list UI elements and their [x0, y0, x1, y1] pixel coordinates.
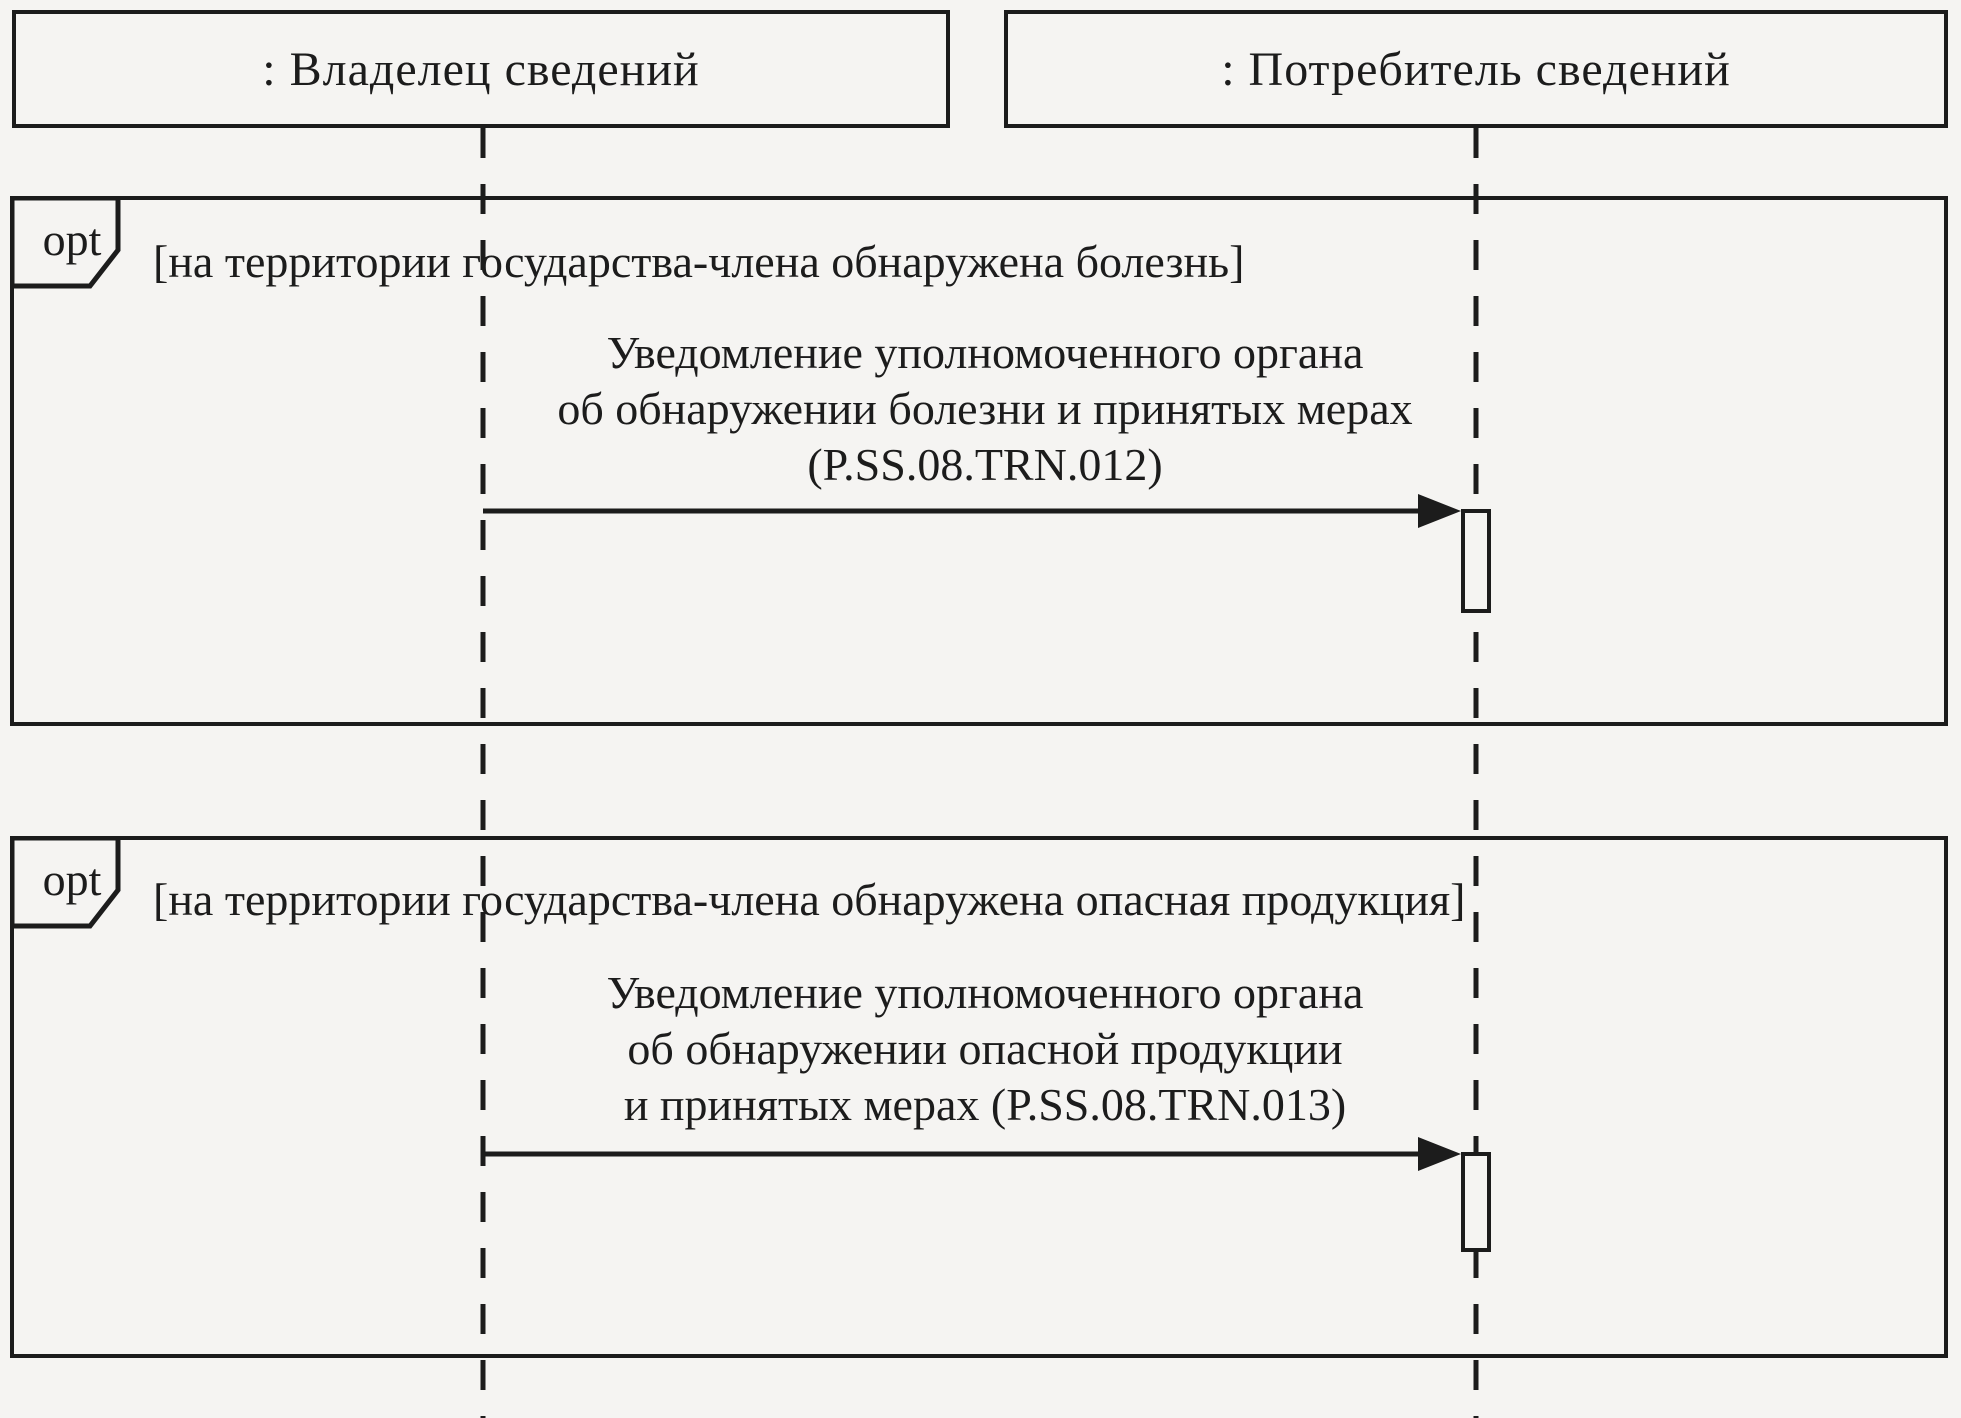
- message-2-label: Уведомление уполномоченного органа об об…: [485, 965, 1485, 1133]
- opt-fragment-dangerous-product: opt [на территории государства-члена обн…: [10, 836, 1948, 1358]
- message-arrow-2-head: [1418, 1137, 1461, 1171]
- guard-condition-disease: [на территории государства-члена обнаруж…: [153, 236, 1245, 287]
- message-2-line-3: и принятых мерах (P.SS.08.TRN.013): [623, 1079, 1347, 1130]
- message-1-line-2: об обнаружении болезни и принятых мерах: [557, 383, 1413, 434]
- lifeline-head-consumer: : Потребитель сведений: [1004, 10, 1948, 128]
- activation-bar-2: [1461, 1152, 1491, 1252]
- lifeline-head-owner: : Владелец сведений: [12, 10, 950, 128]
- message-2-line-2: об обнаружении опасной продукции: [627, 1023, 1343, 1074]
- opt-operator-label: opt: [42, 854, 102, 905]
- guard-condition-dangerous-product: [на территории государства-члена обнаруж…: [153, 874, 1466, 925]
- activation-bar-1: [1461, 509, 1491, 613]
- message-2-line-1: Уведомление уполномоченного органа: [606, 967, 1364, 1018]
- lifeline-head-owner-label: : Владелец сведений: [262, 42, 700, 96]
- lifeline-head-consumer-label: : Потребитель сведений: [1221, 42, 1731, 96]
- message-1-line-3: (P.SS.08.TRN.012): [807, 439, 1163, 490]
- message-1-line-1: Уведомление уполномоченного органа: [606, 327, 1364, 378]
- opt-fragment-disease: opt [на территории государства-члена обн…: [10, 196, 1948, 726]
- opt-operator-label: opt: [42, 214, 102, 265]
- opt-operator-pentagon: [10, 836, 121, 929]
- message-1-label: Уведомление уполномоченного органа об об…: [485, 325, 1485, 493]
- message-arrow-1-head: [1418, 494, 1461, 528]
- opt-operator-pentagon: [10, 196, 121, 289]
